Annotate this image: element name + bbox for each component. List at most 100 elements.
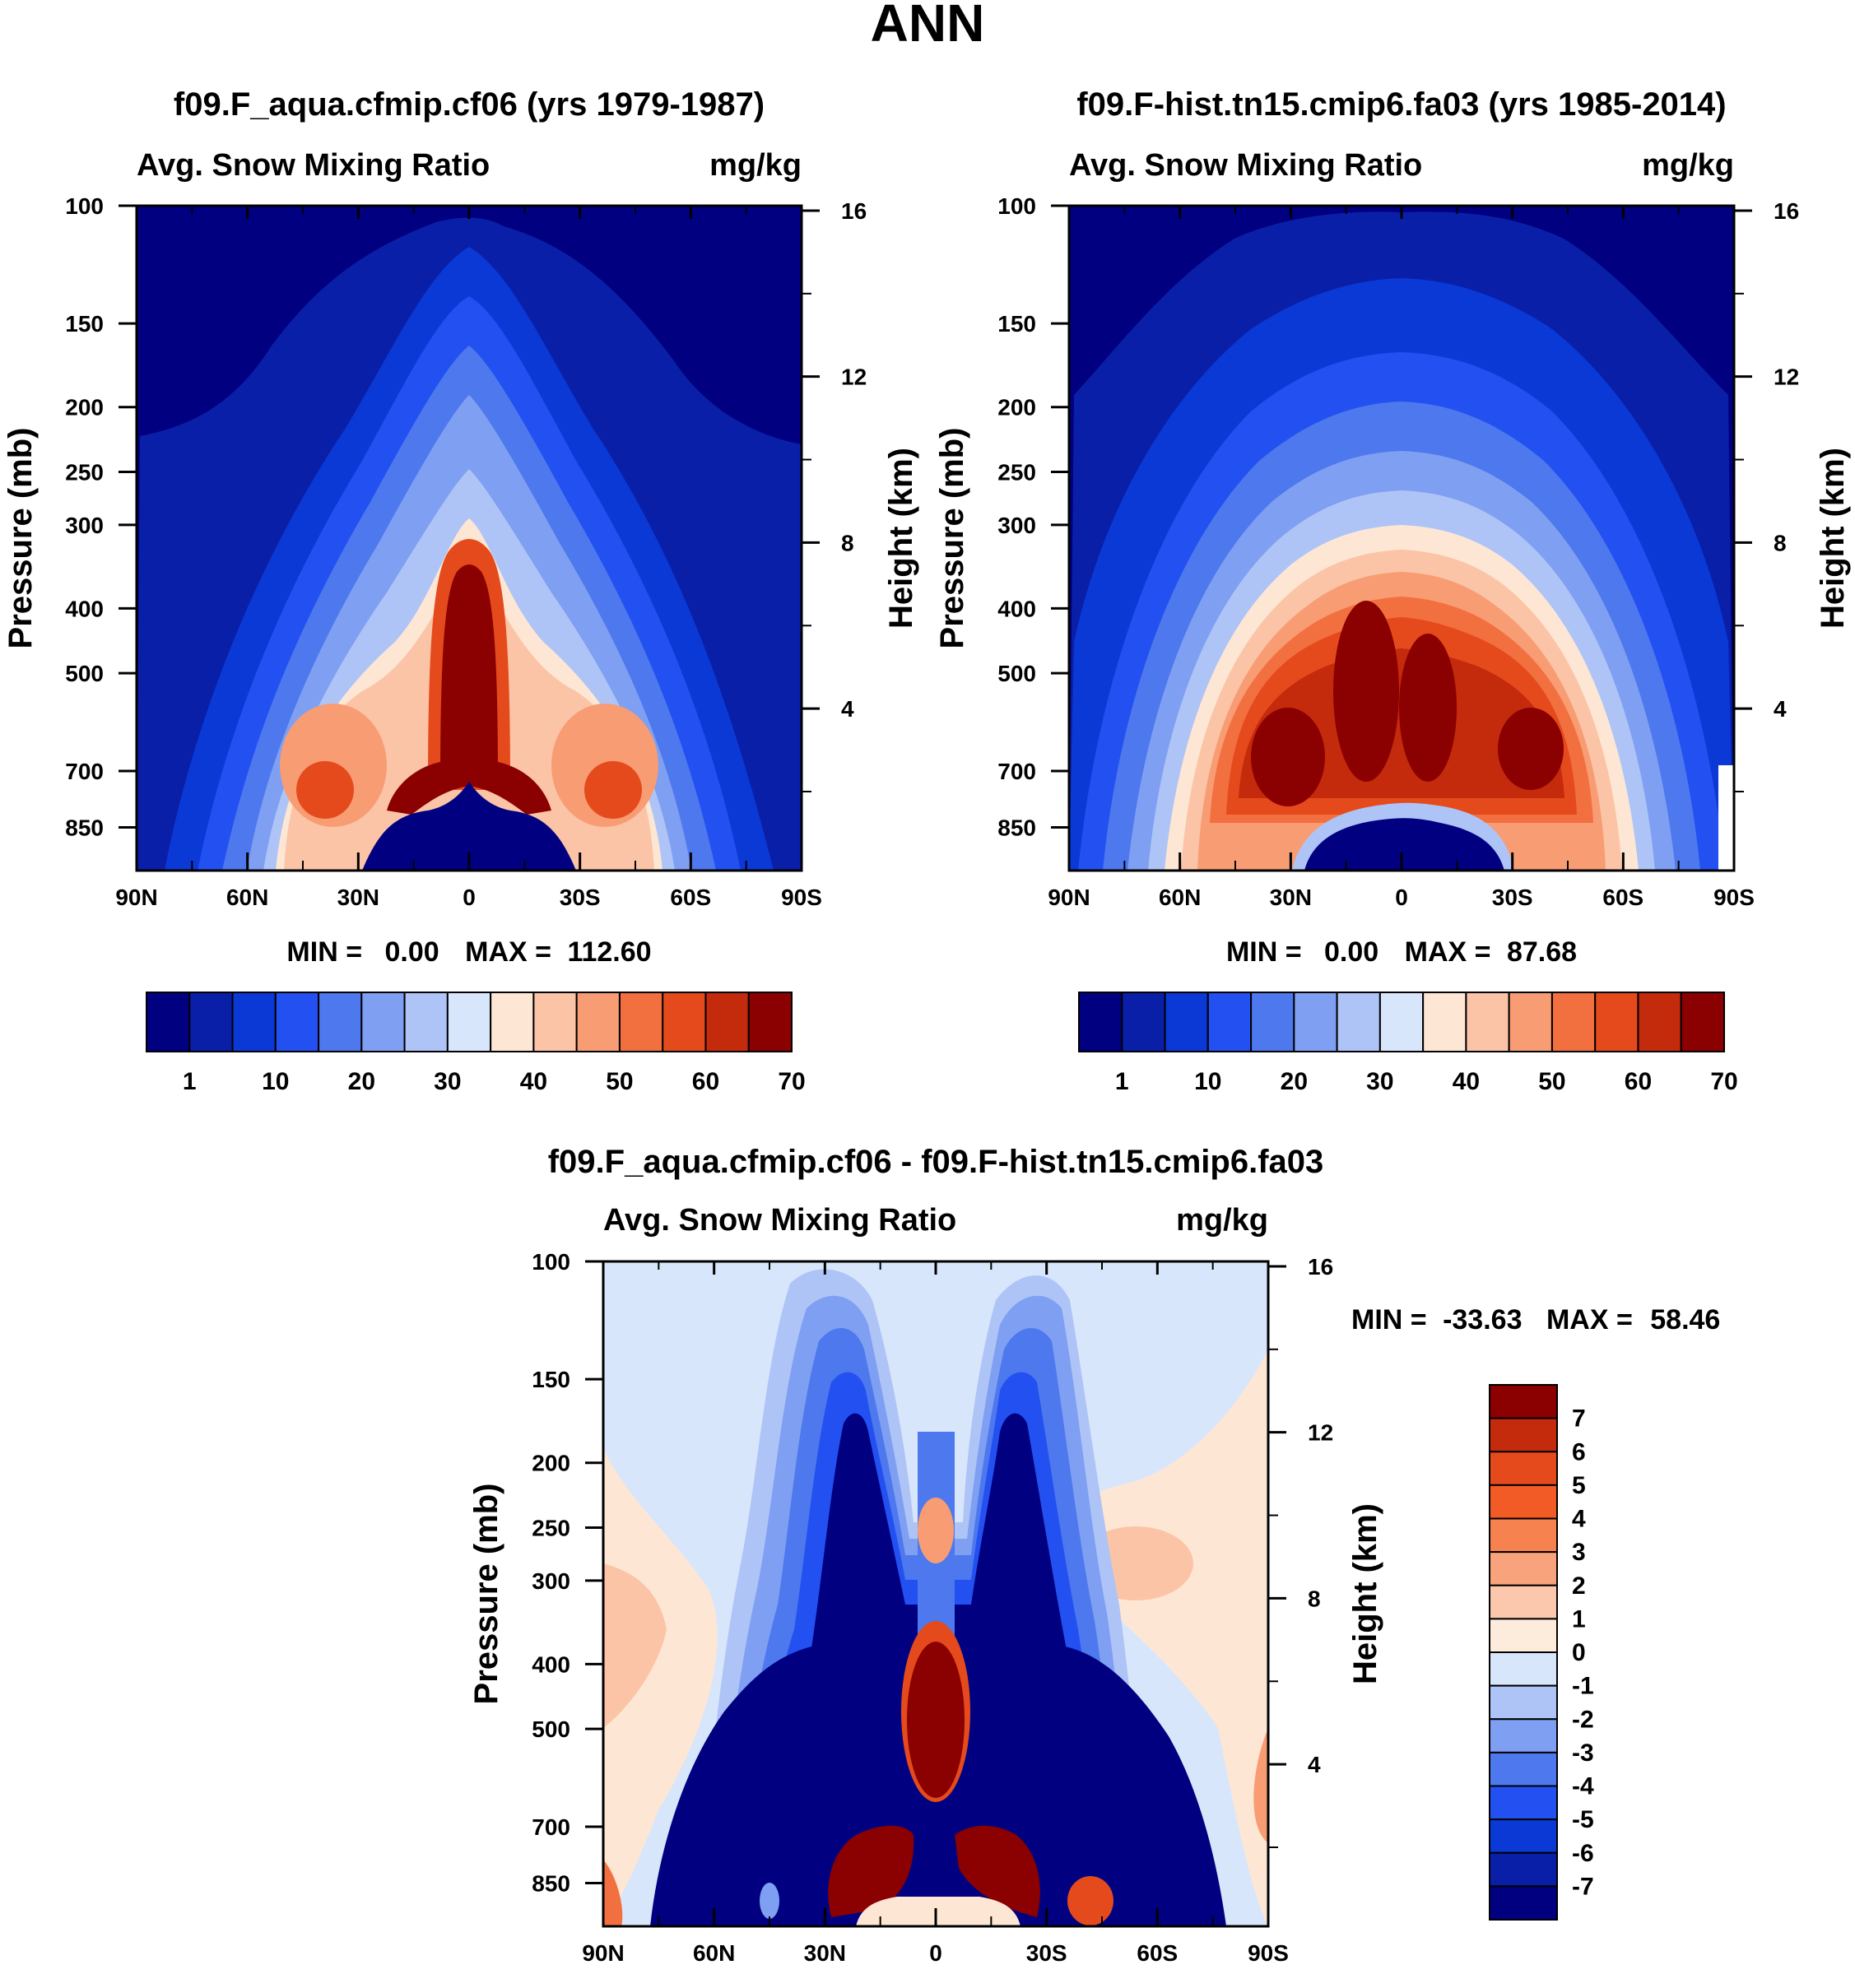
panel-2-min-value: 0.00 xyxy=(1324,936,1378,968)
figure-title: ANN xyxy=(871,0,985,53)
panel-1-ylabel-right: Height (km) xyxy=(883,448,919,629)
colorbar-label: 1 xyxy=(1115,1068,1129,1095)
panel-3-title: f09.F_aqua.cfmip.cf06 - f09.F-hist.tn15.… xyxy=(548,1144,1324,1180)
y-tick-label: 400 xyxy=(997,596,1036,621)
colorbar-label: -7 xyxy=(1572,1873,1594,1900)
x-tick-label: 60S xyxy=(670,885,711,910)
colorbar-label: 10 xyxy=(262,1068,289,1095)
panel-3-center-blob-core xyxy=(907,1642,965,1798)
colorbar-swatch xyxy=(446,992,492,1052)
panel-1-min-value: 0.00 xyxy=(385,936,439,968)
y-right-tick-label: 16 xyxy=(1308,1254,1333,1280)
colorbar-swatch xyxy=(1680,992,1725,1052)
colorbar-label: -4 xyxy=(1572,1773,1594,1800)
colorbar-swatch xyxy=(532,992,578,1052)
y-tick-label: 700 xyxy=(532,1814,570,1840)
colorbar-label: -1 xyxy=(1572,1673,1594,1700)
y-tick-label: 200 xyxy=(65,395,104,420)
panel-3-center-blob-upper xyxy=(918,1498,954,1563)
x-tick-label: 30S xyxy=(1026,1940,1067,1966)
y-tick-label: 100 xyxy=(532,1249,570,1275)
panel-1-min-label: MIN = xyxy=(286,936,362,968)
colorbar-swatch xyxy=(1489,1818,1558,1854)
panel-1-y-axis: 100 150 200 250 300 400 500 700 850 xyxy=(65,193,137,841)
colorbar-label: 20 xyxy=(348,1068,375,1095)
colorbar-label: 30 xyxy=(434,1068,461,1095)
colorbar-label: 1 xyxy=(1572,1605,1586,1633)
panel-3-min-label: MIN = xyxy=(1351,1304,1427,1335)
colorbar-swatch xyxy=(1508,992,1553,1052)
y-right-tick-label: 4 xyxy=(841,696,854,722)
panel-3-variable: Avg. Snow Mixing Ratio xyxy=(603,1203,956,1238)
colorbar-label: 5 xyxy=(1572,1472,1586,1499)
panel-3-y-right-axis: 16 12 8 4 xyxy=(1268,1254,1333,1849)
panel-2-core-midright xyxy=(1399,634,1457,782)
x-tick-label: 30N xyxy=(337,885,379,910)
panel-3-units: mg/kg xyxy=(1176,1203,1268,1238)
panel-3-pos-right-3 xyxy=(1253,1728,1268,1843)
panel-2-core-mid xyxy=(1333,601,1399,782)
panel-2-x-axis: 90N 60N 30N 0 30S 60S 90S xyxy=(1048,206,1755,910)
colorbar-swatch xyxy=(1489,1885,1558,1921)
x-tick-label: 0 xyxy=(1395,885,1408,910)
colorbar-swatch xyxy=(575,992,621,1052)
colorbar-label: 6 xyxy=(1572,1438,1586,1465)
colorbar-label: 2 xyxy=(1572,1572,1586,1600)
y-tick-label: 250 xyxy=(532,1515,570,1540)
y-right-tick-label: 16 xyxy=(1774,198,1799,224)
panel-2-max-label: MAX = xyxy=(1405,936,1491,968)
colorbar-swatch xyxy=(1293,992,1338,1052)
panel-3-colorbar: 7 6 5 4 3 2 1 0 -1 -2 -3 -4 -5 -6 -7 xyxy=(1489,1384,1594,1921)
colorbar-swatch xyxy=(618,992,664,1052)
colorbar-swatch xyxy=(1489,1751,1558,1787)
panel-3-stats: MIN = -33.63 MAX = 58.46 xyxy=(1351,1304,1720,1335)
panel-3-pole-left xyxy=(603,1860,623,1926)
colorbar-label: 10 xyxy=(1194,1068,1221,1095)
y-tick-label: 400 xyxy=(532,1651,570,1677)
colorbar-swatch xyxy=(1164,992,1209,1052)
panel-3-spot-right xyxy=(1067,1876,1113,1925)
panel-2-units: mg/kg xyxy=(1642,148,1734,183)
colorbar-label: 50 xyxy=(606,1068,633,1095)
x-tick-label: 30N xyxy=(1270,885,1312,910)
colorbar-swatch xyxy=(747,992,793,1052)
colorbar-swatch xyxy=(1250,992,1295,1052)
y-tick-label: 300 xyxy=(532,1568,570,1594)
y-right-tick-label: 8 xyxy=(1308,1586,1321,1611)
colorbar-swatch xyxy=(1489,1684,1558,1721)
colorbar-swatch xyxy=(403,992,449,1052)
panel-2-missing-pole xyxy=(1718,765,1734,871)
y-right-tick-label: 4 xyxy=(1774,696,1787,722)
panel-3-pos-right xyxy=(1049,1349,1268,1926)
panel-1-y-right-axis: 16 12 8 4 xyxy=(802,198,867,793)
panel-1-max-value: 112.60 xyxy=(567,936,651,968)
panel-2-ylabel: Pressure (mb) xyxy=(934,428,970,649)
y-tick-label: 300 xyxy=(65,513,104,538)
panel-2-title: f09.F-hist.tn15.cmip6.fa03 (yrs 1985-201… xyxy=(1076,86,1726,123)
y-tick-label: 400 xyxy=(65,596,104,621)
colorbar-swatch xyxy=(1422,992,1467,1052)
colorbar-label: 30 xyxy=(1366,1068,1393,1095)
colorbar-swatch xyxy=(1489,1618,1558,1653)
x-tick-label: 90S xyxy=(781,885,822,910)
colorbar-swatch xyxy=(1489,1785,1558,1821)
panel-2-field xyxy=(1069,206,1734,871)
colorbar-label: -3 xyxy=(1572,1740,1594,1767)
colorbar-swatch xyxy=(1378,992,1425,1052)
x-tick-label: 60S xyxy=(1137,1940,1178,1966)
panel-3-base-right xyxy=(955,1825,1040,1917)
panel-1: f09.F_aqua.cfmip.cf06 (yrs 1979-1987) Av… xyxy=(2,86,919,1095)
panel-2-colorbar: 1 10 20 30 40 50 60 70 xyxy=(1078,992,1738,1095)
colorbar-swatch xyxy=(1594,992,1639,1052)
y-right-tick-label: 12 xyxy=(1308,1420,1333,1446)
panel-3-max-label: MAX = xyxy=(1546,1304,1633,1335)
colorbar-label: 40 xyxy=(520,1068,547,1095)
panel-1-stats: MIN = 0.00 MAX = 112.60 xyxy=(286,936,651,968)
x-tick-label: 0 xyxy=(463,885,476,910)
y-tick-label: 500 xyxy=(532,1716,570,1742)
colorbar-swatch xyxy=(1489,1718,1558,1753)
colorbar-label: -6 xyxy=(1572,1840,1594,1867)
x-tick-label: 90N xyxy=(115,885,157,910)
colorbar-label: 4 xyxy=(1572,1506,1586,1533)
